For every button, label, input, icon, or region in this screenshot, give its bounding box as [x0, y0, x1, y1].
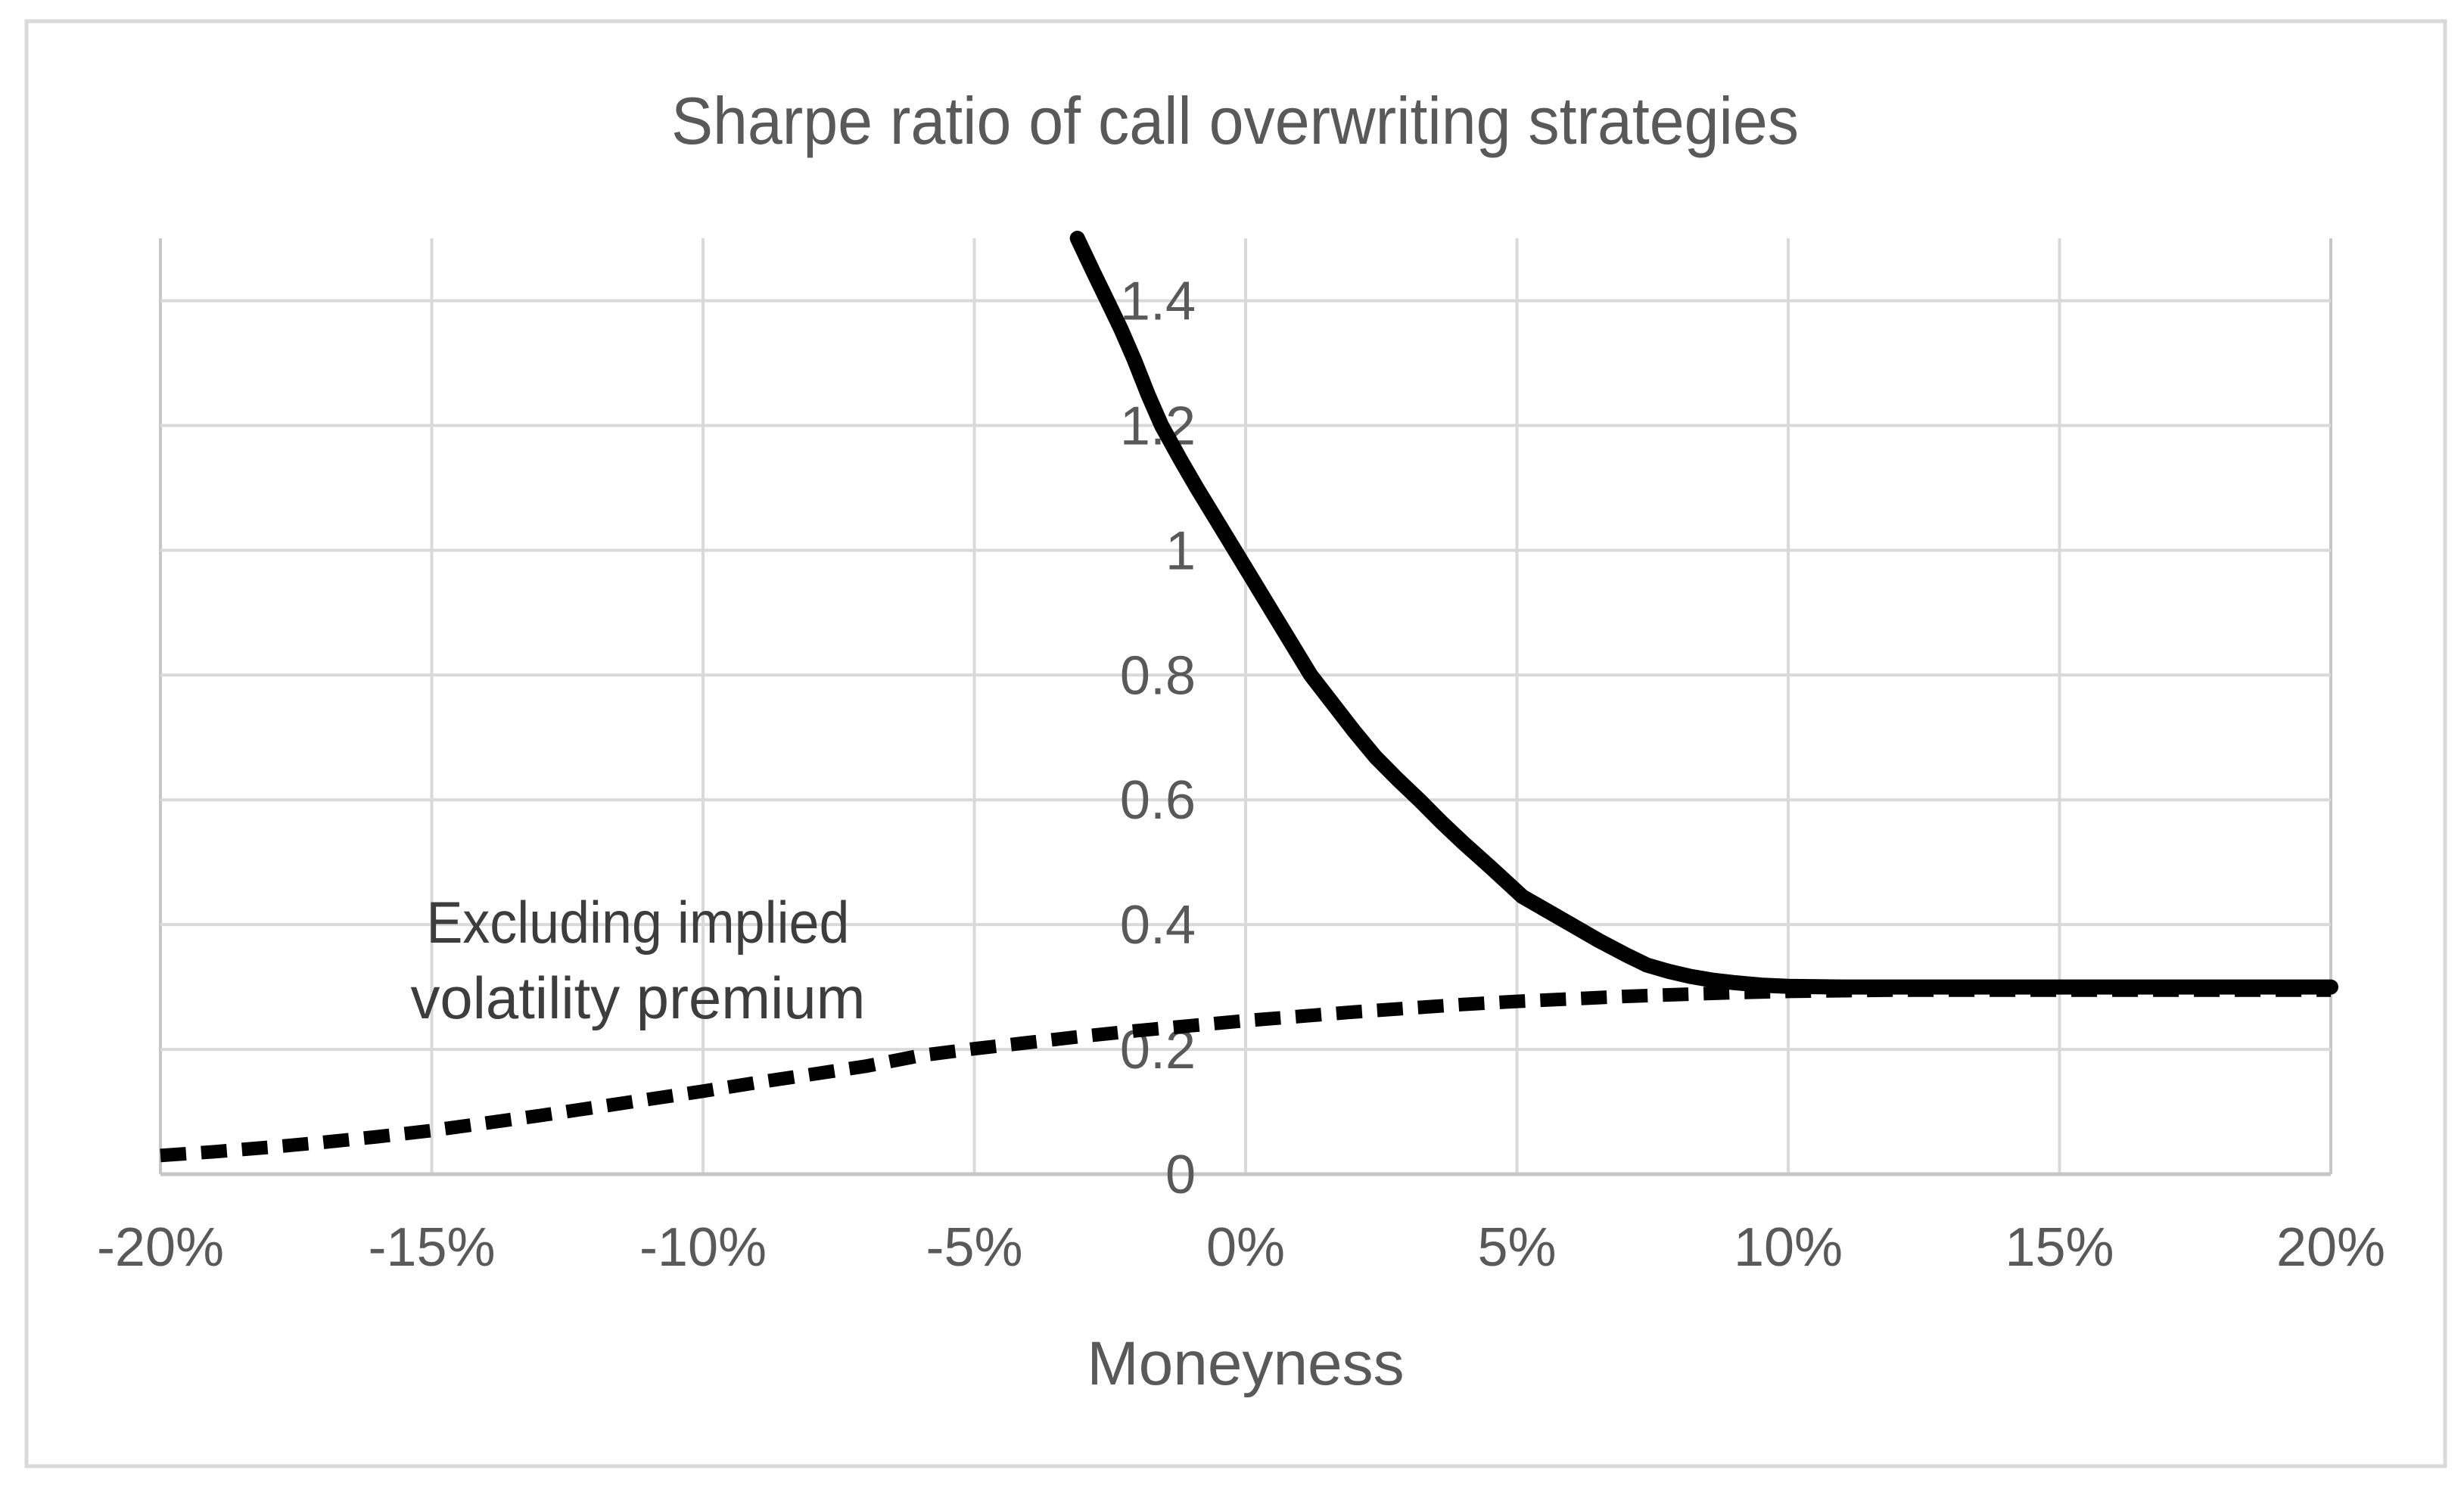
x-tick-label: 20% — [2276, 1217, 2385, 1278]
chart-title: Sharpe ratio of call overwriting strateg… — [671, 83, 1799, 158]
series-lines — [160, 231, 2338, 1163]
x-tick-labels: -20% -15% -10% -5% 0% 5% 10% 15% 20% — [97, 1217, 2385, 1278]
figure-border — [24, 19, 2447, 1468]
x-axis-title: Moneyness — [1087, 1329, 1404, 1398]
x-tick-label: 10% — [1734, 1217, 1843, 1278]
gridlines — [159, 238, 2332, 1176]
y-tick-label: 0.6 — [1120, 770, 1196, 831]
x-tick-label: -20% — [97, 1217, 224, 1278]
annotation-line-2: volatility premium — [410, 965, 865, 1031]
annotation-line-1: Excluding implied — [426, 889, 849, 956]
x-tick-label: 0% — [1206, 1217, 1285, 1278]
x-tick-label: 15% — [2005, 1217, 2114, 1278]
y-tick-label: 0 — [1165, 1145, 1196, 1205]
x-tick-label: -15% — [368, 1217, 495, 1278]
y-tick-label: 1 — [1165, 521, 1196, 581]
y-tick-label: 0.8 — [1120, 645, 1196, 706]
x-tick-label: 5% — [1477, 1217, 1556, 1278]
y-tick-label: 1.4 — [1120, 271, 1196, 331]
dashed-series-line — [160, 983, 2331, 1163]
x-tick-label: -10% — [639, 1217, 767, 1278]
y-tick-label: 0.4 — [1120, 895, 1196, 956]
x-tick-label: -5% — [926, 1217, 1022, 1278]
